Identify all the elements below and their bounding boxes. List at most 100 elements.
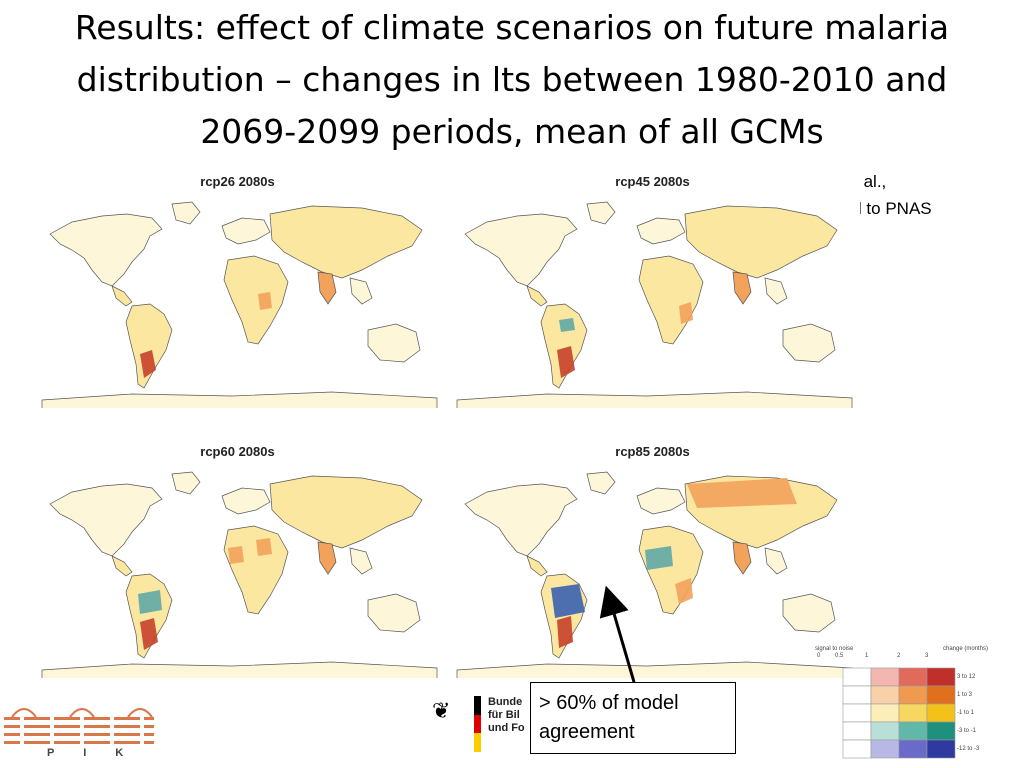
continent-australia <box>367 593 421 633</box>
legend-signal-label: signal to noise <box>815 646 854 652</box>
change-region-3 <box>228 546 244 564</box>
legend-cell <box>842 721 872 741</box>
map-title-rcp85: rcp85 2080s <box>615 444 690 459</box>
world-map-rcp26 <box>34 198 441 408</box>
legend-cell <box>842 667 872 687</box>
change-region-3 <box>675 578 693 604</box>
german-flag-icon <box>474 696 481 752</box>
map-title-rcp60: rcp60 2080s <box>200 444 275 459</box>
change-region-0 <box>557 346 575 378</box>
continent-greenland <box>586 471 616 495</box>
continent-north-america <box>464 213 578 287</box>
legend-cell <box>870 739 900 759</box>
bmbf-line-2: für Bil <box>488 709 520 721</box>
change-region-2 <box>645 546 673 570</box>
continent-south-america <box>540 303 588 389</box>
continent-south-america <box>125 303 173 389</box>
world-map-rcp85 <box>449 468 856 678</box>
continent-europe <box>221 217 271 245</box>
legend-row-4: -3 to -1 <box>957 728 977 734</box>
legend-cell <box>926 685 956 705</box>
map-rcp26: rcp26 2080s <box>30 170 445 408</box>
legend-cell <box>898 703 928 723</box>
legend-cell <box>842 739 872 759</box>
title-line-1: Results: effect of climate scenarios on … <box>74 8 950 47</box>
eagle-icon: ❦ <box>432 698 451 723</box>
continent-greenland <box>171 471 201 495</box>
legend-cell <box>870 685 900 705</box>
change-region-1 <box>559 318 575 332</box>
continent-india <box>732 541 752 575</box>
change-region-4 <box>687 478 797 508</box>
legend-cell <box>926 667 956 687</box>
continent-india <box>317 271 337 305</box>
change-region-0 <box>551 584 585 618</box>
map-rcp60: rcp60 2080s <box>30 440 445 678</box>
continent-se-asia <box>349 277 373 305</box>
continent-se-asia <box>764 547 788 575</box>
pik-text: P I K <box>47 747 137 759</box>
legend-row-3: -1 to 1 <box>957 710 975 716</box>
continent-central-america <box>111 285 133 307</box>
legend-row-5: -12 to -3 <box>957 746 980 752</box>
continent-se-asia <box>764 277 788 305</box>
change-region-4 <box>282 488 350 510</box>
bmbf-logo: ❦ Bunde für Bil und Fo <box>432 692 532 762</box>
world-map-rcp45 <box>449 198 856 408</box>
title-line-3: 2069-2099 periods, mean of all GCMs <box>200 112 824 151</box>
title-line-2: distribution – changes in lts between 19… <box>76 60 948 99</box>
change-region-2 <box>256 538 272 556</box>
change-region-1 <box>258 292 272 310</box>
continent-central-america <box>526 285 548 307</box>
continent-greenland <box>586 201 616 225</box>
legend-cell <box>842 703 872 723</box>
continent-africa <box>223 255 289 345</box>
continent-north-america <box>49 213 163 287</box>
legend-cell <box>870 667 900 687</box>
legend-cell <box>870 703 900 723</box>
continent-india <box>317 541 337 575</box>
legend-cell <box>898 739 928 759</box>
change-region-2 <box>679 302 693 324</box>
continent-europe <box>636 217 686 245</box>
legend-row-2: 1 to 3 <box>957 692 973 698</box>
change-region-1 <box>138 590 162 614</box>
legend-grid <box>842 667 956 759</box>
pik-logo-graphic <box>4 708 154 747</box>
map-title-rcp45: rcp45 2080s <box>615 174 690 189</box>
continent-north-america <box>464 483 578 557</box>
bmbf-line-1: Bunde <box>488 696 523 708</box>
continent-australia <box>367 323 421 363</box>
agreement-callout: > 60% of model agreement <box>530 682 736 754</box>
world-map-rcp60 <box>34 468 441 678</box>
change-region-1 <box>557 616 573 648</box>
continent-se-asia <box>349 547 373 575</box>
map-title-rcp26: rcp26 2080s <box>200 174 275 189</box>
continent-north-america <box>49 483 163 557</box>
change-region-3 <box>697 214 755 234</box>
continent-antarctica <box>456 391 853 408</box>
legend-cell <box>870 721 900 741</box>
continent-india <box>732 271 752 305</box>
continent-antarctica <box>41 661 438 678</box>
continent-greenland <box>171 201 201 225</box>
legend: signal to noise change (months) 0 0.5 1 … <box>815 644 1024 766</box>
continent-antarctica <box>41 391 438 408</box>
legend-cell <box>898 721 928 741</box>
legend-cell <box>898 667 928 687</box>
map-rcp85: rcp85 2080s <box>445 440 860 678</box>
legend-cell <box>926 703 956 723</box>
continent-central-america <box>526 555 548 577</box>
legend-cell <box>926 739 956 759</box>
continent-antarctica <box>456 661 853 678</box>
continent-europe <box>221 487 271 515</box>
slide-title: Results: effect of climate scenarios on … <box>0 2 1024 158</box>
bmbf-text: Bunde für Bil und Fo <box>488 696 525 735</box>
legend-cell <box>842 685 872 705</box>
change-region-0 <box>140 618 158 650</box>
legend-cell <box>898 685 928 705</box>
legend-row-1: 3 to 12 <box>957 674 976 680</box>
pik-logo: P I K <box>0 695 165 768</box>
continent-australia <box>782 593 836 633</box>
continent-europe <box>636 487 686 515</box>
